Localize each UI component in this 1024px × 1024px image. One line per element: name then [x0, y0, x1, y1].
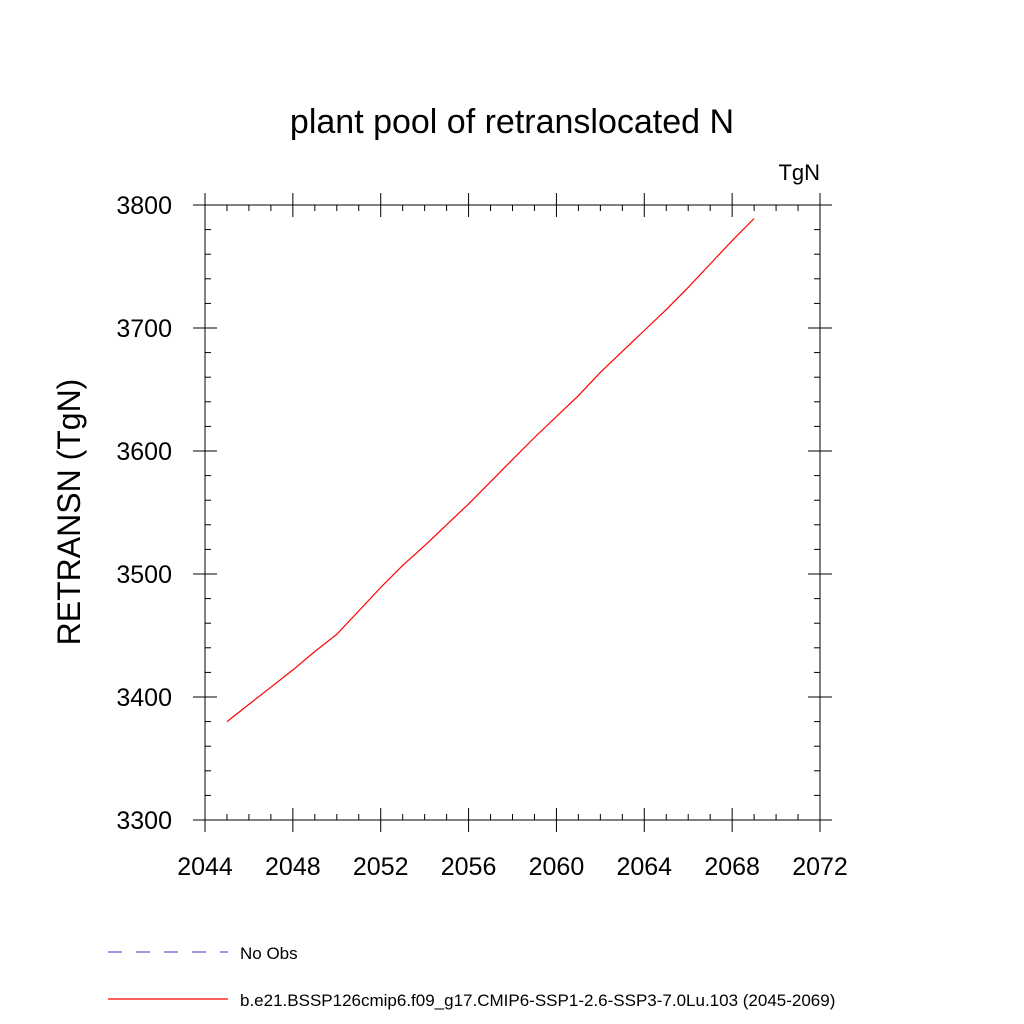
x-tick-label: 2052	[353, 853, 409, 881]
units-label: TgN	[778, 160, 820, 185]
y-tick-label: 3600	[116, 438, 172, 466]
x-tick-label: 2056	[441, 853, 497, 881]
x-tick-label: 2064	[616, 853, 672, 881]
x-tick-label: 2060	[529, 853, 585, 881]
legend: No Obs b.e21.BSSP126cmip6.f09_g17.CMIP6-S…	[108, 944, 835, 1010]
y-axis-label: RETRANSN (TgN)	[51, 379, 87, 646]
x-tick-label: 2044	[177, 853, 233, 881]
plot-area: 2044 2048 2052 2056 2060 2064 2068 2072 3300 3400…	[116, 192, 847, 881]
x-tick-label: 2068	[704, 853, 760, 881]
legend-label-1: b.e21.BSSP126cmip6.f09_g17.CMIP6-SSP1-2.…	[240, 991, 835, 1010]
y-tick-label: 3700	[116, 315, 172, 343]
plot-frame	[204, 204, 821, 821]
y-tick-label: 3500	[116, 561, 172, 589]
y-tick-label: 3300	[116, 807, 172, 835]
y-tick-label: 3800	[116, 192, 172, 220]
series-line-1	[226, 218, 755, 723]
y-tick-label: 3400	[116, 684, 172, 712]
chart-title: plant pool of retranslocated N	[290, 103, 734, 141]
data-lines	[226, 218, 755, 723]
legend-label-0: No Obs	[240, 944, 298, 963]
x-tick-label: 2072	[792, 853, 848, 881]
x-tick-label: 2048	[265, 853, 321, 881]
